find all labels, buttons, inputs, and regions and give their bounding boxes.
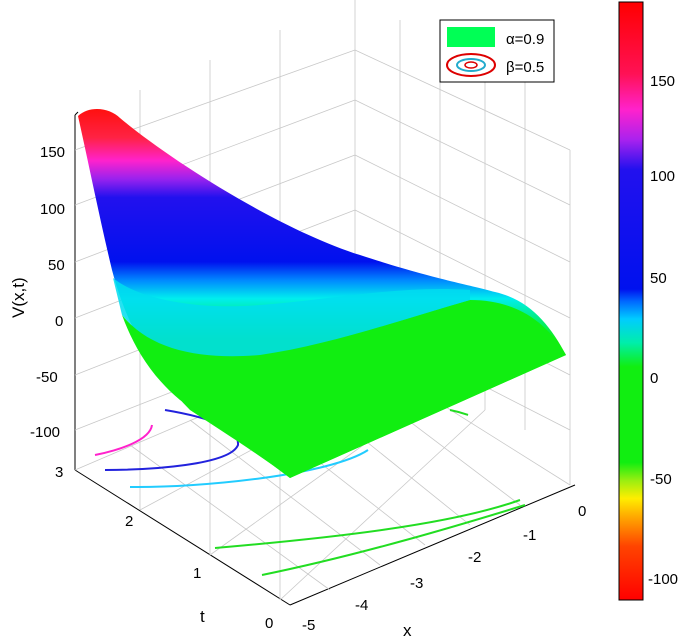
z-tick: 50 bbox=[48, 257, 65, 274]
x-tick: -1 bbox=[523, 527, 536, 544]
legend-contour-swatch bbox=[446, 53, 496, 77]
x-tick: 0 bbox=[578, 503, 586, 520]
colorbar-tick: -50 bbox=[650, 471, 672, 488]
surface-lower bbox=[122, 300, 566, 478]
contour-cyan bbox=[129, 449, 369, 489]
legend-contour-label: β=0.5 bbox=[506, 59, 544, 76]
x-axis: -5 -4 -3 -2 -1 0 x bbox=[302, 503, 586, 640]
x-tick: -5 bbox=[302, 617, 315, 634]
t-axis-label: t bbox=[200, 607, 205, 626]
legend-surface-swatch bbox=[447, 27, 495, 47]
contour-green-3 bbox=[449, 409, 469, 416]
contour-magenta bbox=[94, 424, 153, 456]
surface-band bbox=[113, 278, 470, 357]
z-tick: 100 bbox=[40, 201, 65, 218]
colorbar-tick: -100 bbox=[648, 571, 678, 588]
x-axis-label: x bbox=[403, 621, 412, 640]
contour-green-1 bbox=[214, 499, 521, 549]
t-axis: 3 2 1 0 t bbox=[55, 464, 273, 632]
t-tick: 0 bbox=[265, 615, 273, 632]
colorbar-tick: 50 bbox=[650, 270, 667, 287]
x-tick: -2 bbox=[468, 549, 481, 566]
z-tick: 0 bbox=[55, 313, 63, 330]
colorbar-tick: 150 bbox=[650, 73, 675, 90]
z-axis-label: V(x,t) bbox=[9, 277, 28, 318]
contour-blue bbox=[104, 409, 240, 471]
z-tick: -100 bbox=[30, 424, 60, 441]
colorbar-tick: 0 bbox=[650, 370, 658, 387]
z-tick: 150 bbox=[40, 144, 65, 161]
colorbar: 150 100 50 0 -50 -100 bbox=[618, 1, 678, 601]
colorbar-fill bbox=[618, 1, 644, 601]
x-tick: -3 bbox=[410, 575, 423, 592]
colorbar-tick: 100 bbox=[650, 168, 675, 185]
x-tick: -4 bbox=[355, 597, 368, 614]
t-tick: 1 bbox=[193, 565, 201, 582]
legend: α=0.9 β=0.5 bbox=[439, 19, 555, 83]
axes-box bbox=[74, 111, 576, 606]
contour-lines bbox=[94, 409, 526, 576]
z-tick: -50 bbox=[36, 369, 58, 386]
contour-green-2 bbox=[261, 504, 526, 576]
t-tick: 3 bbox=[55, 464, 63, 481]
legend-surface-label: α=0.9 bbox=[506, 31, 544, 48]
z-axis: 150 100 50 0 -50 -100 V(x,t) bbox=[9, 144, 65, 441]
t-tick: 2 bbox=[125, 513, 133, 530]
